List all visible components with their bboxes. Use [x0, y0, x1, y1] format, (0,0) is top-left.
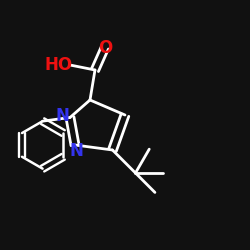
- Text: HO: HO: [45, 56, 73, 74]
- Text: O: O: [98, 38, 112, 56]
- Text: N: N: [69, 142, 83, 160]
- Text: N: N: [56, 107, 70, 125]
